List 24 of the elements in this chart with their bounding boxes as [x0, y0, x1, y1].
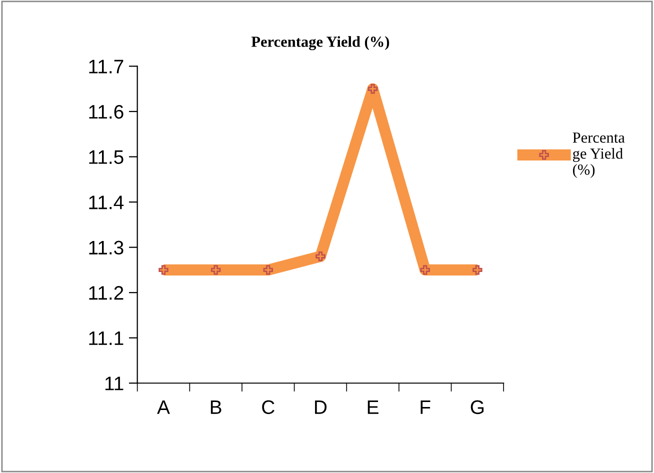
point	[158, 265, 168, 275]
x-tick-label: A	[157, 400, 170, 414]
y-tick-label: 11.6	[89, 104, 124, 119]
legend-label: Percentage Yield (%)	[572, 132, 625, 178]
chart-title: Percentage Yield (%)	[251, 36, 390, 50]
y-tick-label: 11.4	[89, 196, 124, 210]
y-tick-label: 11.3	[89, 240, 124, 255]
x-tick-label: G	[470, 400, 484, 414]
x-tick-label: E	[368, 400, 378, 414]
x-tick-label: F	[420, 400, 430, 414]
y-tick-label: 11.1	[89, 332, 124, 345]
y-tick-label: 11.7	[89, 60, 124, 74]
point	[263, 265, 273, 275]
y-tick-label: 11.2	[89, 286, 124, 300]
x-tick-label: D	[315, 400, 327, 414]
x-tick-label: B	[210, 400, 222, 414]
y-tick-label: 11.5	[89, 150, 124, 164]
y-tick-label: 11	[105, 376, 124, 390]
x-tick-label: C	[262, 400, 274, 414]
point	[368, 84, 378, 94]
point	[316, 252, 326, 262]
point	[210, 265, 221, 275]
point	[472, 265, 482, 275]
point	[420, 265, 430, 275]
